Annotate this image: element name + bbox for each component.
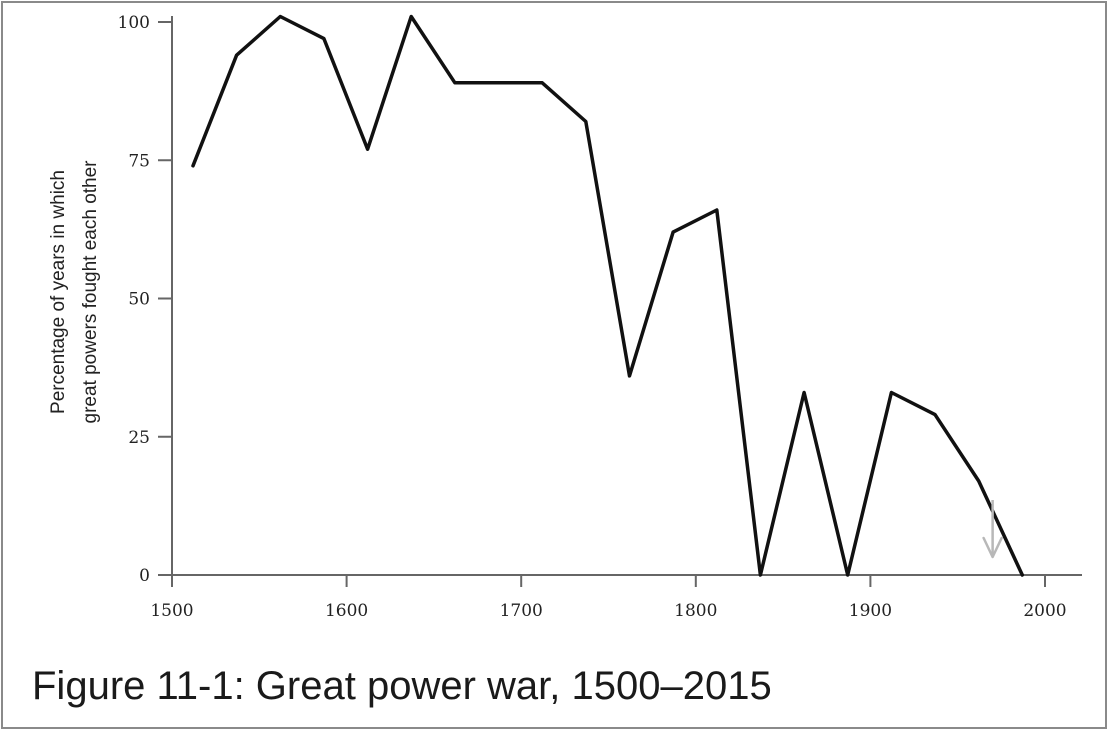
x-tick-label-1600: 1600 [325, 601, 368, 621]
series-line-0 [191, 14, 1025, 577]
axes [171, 16, 1082, 576]
x-tick-label-1900: 1900 [849, 601, 892, 621]
annotation-arrow-head [982, 536, 1003, 559]
y-tick-label-100: 100 [118, 13, 150, 33]
ticks: 0 25 50 75 100 1500 1600 1700 1800 1900 2000 [118, 13, 1067, 621]
y-tick-label-50: 50 [128, 290, 150, 310]
series [191, 14, 1025, 577]
x-tick-label-1500: 1500 [150, 601, 193, 621]
y-tick-label-25: 25 [128, 428, 150, 448]
y-axis-label-line-1: Percentage of years in which [48, 170, 69, 414]
y-tick-label-0: 0 [139, 566, 150, 586]
annotation [982, 500, 1003, 559]
x-tick-label-1800: 1800 [674, 601, 717, 621]
y-tick-label-75: 75 [128, 151, 150, 171]
x-tick-label-2000: 2000 [1023, 601, 1066, 621]
figure-caption: Figure 11-1: Great power war, 1500–2015 [32, 664, 772, 708]
y-axis-label: Percentage of years in which great power… [48, 160, 101, 424]
x-tick-label-1700: 1700 [500, 601, 543, 621]
y-axis-label-line-2: great powers fought each other [80, 160, 101, 424]
